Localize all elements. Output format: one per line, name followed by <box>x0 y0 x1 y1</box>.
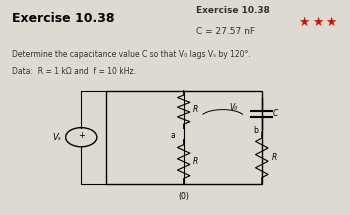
Text: +: + <box>78 131 85 140</box>
Text: b: b <box>253 126 258 135</box>
Text: (0): (0) <box>178 192 189 201</box>
Text: Exercise 10.38: Exercise 10.38 <box>12 12 114 25</box>
Text: a: a <box>170 131 175 140</box>
Text: C = 27.57 nF: C = 27.57 nF <box>196 27 255 36</box>
Text: R: R <box>272 154 278 162</box>
Text: V₀: V₀ <box>229 103 237 112</box>
Text: ★: ★ <box>312 16 323 29</box>
Text: Data:  R = 1 kΩ and  f = 10 kHz.: Data: R = 1 kΩ and f = 10 kHz. <box>12 67 136 76</box>
Text: Exercise 10.38: Exercise 10.38 <box>196 6 270 15</box>
Bar <box>106 91 262 184</box>
Text: ★: ★ <box>326 16 337 29</box>
Text: C: C <box>272 109 278 118</box>
Text: ★: ★ <box>298 16 309 29</box>
Text: Determine the capacitance value C so that V₀ lags Vₛ by 120°.: Determine the capacitance value C so tha… <box>12 50 251 59</box>
Text: R: R <box>193 105 198 114</box>
Text: R: R <box>193 157 198 166</box>
Text: Vₛ: Vₛ <box>52 133 61 142</box>
